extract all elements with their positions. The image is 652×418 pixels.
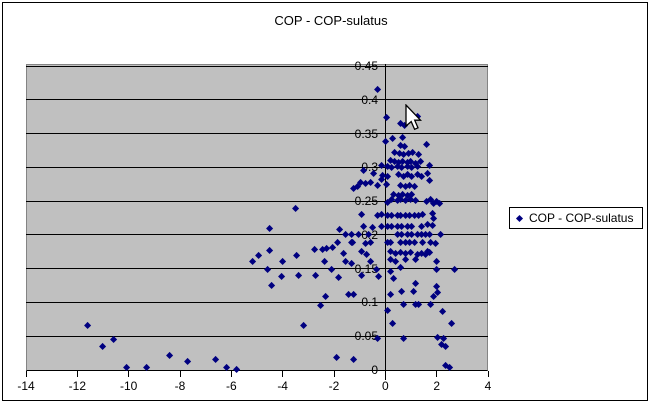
x-axis-tick <box>128 371 130 377</box>
x-axis-label: -4 <box>277 379 288 393</box>
x-axis-tick <box>179 371 181 377</box>
gridline <box>26 234 488 236</box>
x-axis-label: -12 <box>68 379 86 393</box>
x-axis-label: 4 <box>484 379 492 393</box>
x-axis-label: -6 <box>225 379 237 393</box>
y-axis-label: 0.05 <box>354 329 378 344</box>
x-axis-tick <box>76 371 78 377</box>
legend[interactable]: COP - COP-sulatus <box>509 207 643 229</box>
x-axis-tick <box>230 371 232 377</box>
x-axis-label: -10 <box>119 379 138 393</box>
y-axis-line <box>384 64 386 380</box>
x-axis-tick <box>25 371 27 377</box>
gridline <box>26 268 488 270</box>
x-axis-tick <box>436 371 438 377</box>
y-axis-label: 0.45 <box>354 59 378 73</box>
y-axis-label: 0.25 <box>354 194 378 209</box>
gridline <box>26 99 488 101</box>
chart-title: COP - COP-sulatus <box>274 13 388 28</box>
x-axis-label: -8 <box>174 379 186 393</box>
gridline <box>26 133 488 135</box>
x-axis-tick <box>487 371 489 377</box>
legend-label: COP - COP-sulatus <box>529 211 634 225</box>
gridline <box>26 335 488 337</box>
gridline <box>26 166 488 168</box>
x-axis-tick <box>384 371 386 377</box>
x-axis-label: 2 <box>433 379 440 393</box>
x-axis-label: -14 <box>17 379 35 393</box>
arrow-cursor-icon <box>405 104 423 131</box>
x-axis-tick <box>282 371 284 377</box>
x-axis-tick <box>333 371 335 377</box>
gridline <box>26 200 488 202</box>
y-axis-label: 0.4 <box>361 92 378 107</box>
y-axis-label: 0.1 <box>361 295 378 310</box>
y-axis-label: 0 <box>371 363 378 377</box>
x-axis-label: -2 <box>328 379 340 393</box>
diamond-icon <box>515 214 524 222</box>
y-axis-label: 0.35 <box>354 126 378 141</box>
gridline <box>26 301 488 303</box>
x-axis-label: 0 <box>381 379 389 393</box>
y-axis-label: 0.15 <box>354 261 378 276</box>
gridline <box>26 65 488 67</box>
